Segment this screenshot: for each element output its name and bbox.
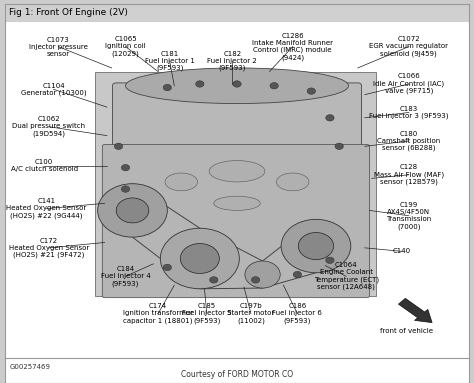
Circle shape [281,219,351,273]
Circle shape [251,277,260,283]
Circle shape [160,228,239,289]
Circle shape [163,264,172,271]
Bar [95,72,376,296]
Text: C185
Fuel injector 5
(9F593): C185 Fuel injector 5 (9F593) [182,303,232,324]
Circle shape [114,143,123,149]
Text: C1286
Intake Manifold Runner
Control (IMRC) module
(9424): C1286 Intake Manifold Runner Control (IM… [252,33,333,61]
Text: C128
Mass Air Flow (MAF)
sensor (12B579): C128 Mass Air Flow (MAF) sensor (12B579) [374,164,444,185]
Circle shape [121,186,130,192]
Circle shape [293,271,301,278]
Text: C180
Camshaft position
sensor (6B288): C180 Camshaft position sensor (6B288) [377,131,440,151]
Circle shape [233,81,241,87]
Text: C182
Fuel injector 2
(9F593): C182 Fuel injector 2 (9F593) [208,51,257,71]
Circle shape [335,143,343,149]
Circle shape [298,232,334,260]
Ellipse shape [214,196,260,210]
Ellipse shape [165,173,198,191]
Text: C1065
Ignition coil
(12029): C1065 Ignition coil (12029) [105,36,146,57]
Text: C1073
Injector pressure
sensor: C1073 Injector pressure sensor [29,36,88,57]
Text: C172
Heated Oxygen Sensor
(HO2S) #21 (9F472): C172 Heated Oxygen Sensor (HO2S) #21 (9F… [9,237,89,258]
Circle shape [116,198,149,223]
Circle shape [121,164,130,171]
Circle shape [180,244,219,273]
Bar [5,4,469,21]
Text: C1072
EGR vacuum regulator
solenoid (9J459): C1072 EGR vacuum regulator solenoid (9J4… [369,36,448,57]
Circle shape [163,84,172,91]
Circle shape [196,81,204,87]
Text: C197b
Starter motor
(11002): C197b Starter motor (11002) [228,303,274,324]
FancyBboxPatch shape [112,83,362,149]
Text: C184
Fuel injector 4
(9F593): C184 Fuel injector 4 (9F593) [100,266,150,286]
Text: C140: C140 [393,249,411,254]
Text: C181
Fuel injector 1
(9F593): C181 Fuel injector 1 (9F593) [145,51,195,71]
Circle shape [245,261,280,288]
Text: G00257469: G00257469 [9,364,50,370]
Circle shape [210,277,218,283]
Text: C141
Heated Oxygen Sensor
(HO2S) #22 (9G444): C141 Heated Oxygen Sensor (HO2S) #22 (9G… [7,198,87,219]
Ellipse shape [126,68,348,103]
Circle shape [326,257,334,264]
Circle shape [270,83,278,89]
Text: C186
Fuel injector 6
(9F593): C186 Fuel injector 6 (9F593) [273,303,322,324]
Text: C1064
Engine Coolant
Temperature (ECT)
sensor (12A648): C1064 Engine Coolant Temperature (ECT) s… [314,262,379,290]
Text: C183
Fuel injector 3 (9F593): C183 Fuel injector 3 (9F593) [369,106,448,119]
Ellipse shape [276,173,309,191]
Text: C1104
Generator (10300): C1104 Generator (10300) [21,83,86,96]
Text: Fig 1: Front Of Engine (2V): Fig 1: Front Of Engine (2V) [9,8,128,17]
Ellipse shape [209,160,265,182]
Circle shape [98,184,167,237]
Text: C1066
Idle Air Control (IAC)
valve (9F715): C1066 Idle Air Control (IAC) valve (9F71… [374,74,445,95]
Text: C174
Ignition transformer
capacitor 1 (18801): C174 Ignition transformer capacitor 1 (1… [123,303,193,324]
Text: C1062
Dual pressure switch
(19D594): C1062 Dual pressure switch (19D594) [12,116,85,137]
Text: Courtesy of FORD MOTOR CO: Courtesy of FORD MOTOR CO [181,370,293,379]
Circle shape [307,88,316,94]
Text: front of vehicle: front of vehicle [380,328,433,334]
FancyBboxPatch shape [102,144,369,298]
FancyArrow shape [399,298,432,322]
Circle shape [326,115,334,121]
Text: C100
A/C clutch solenoid: C100 A/C clutch solenoid [10,159,78,172]
Text: C199
AX4S/4F50N
Transmission
(7000): C199 AX4S/4F50N Transmission (7000) [386,202,431,229]
